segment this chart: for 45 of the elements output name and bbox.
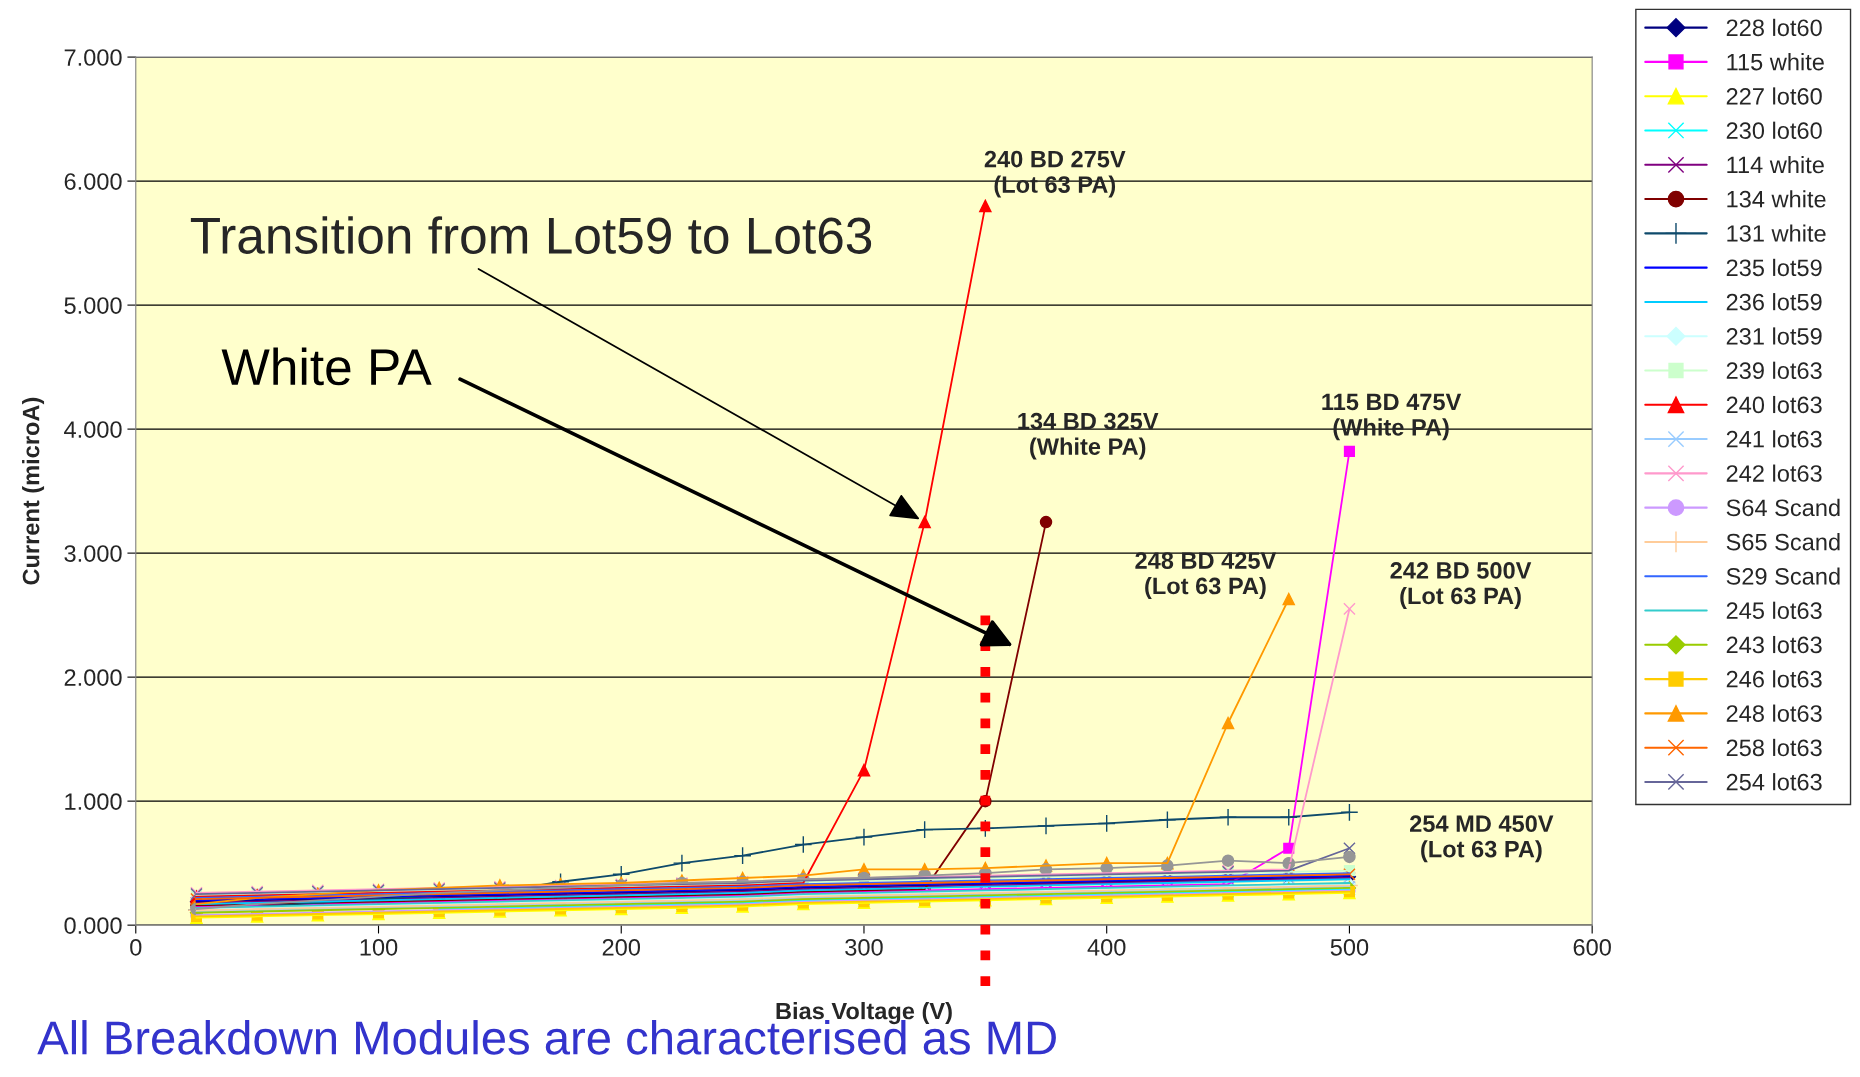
legend-label: 240 lot63	[1726, 395, 1822, 414]
legend-label: 248 lot63	[1726, 704, 1822, 722]
x-tick-label: 200	[602, 938, 641, 956]
annotation: Transition from Lot59 to Lot63	[190, 216, 872, 254]
annotation: 254 MD 450V (Lot 63 PA)	[1410, 815, 1554, 863]
annotation: 242 BD 500V (Lot 63 PA)	[1390, 562, 1532, 609]
y-tick-label: 2.000	[64, 669, 122, 686]
y-tick-label: 5.000	[64, 297, 122, 314]
annotation: White PA	[221, 347, 432, 386]
x-tick-label: 400	[1087, 938, 1126, 956]
legend-label: S29 Scand	[1726, 567, 1840, 585]
y-tick-label: 1.000	[65, 793, 122, 810]
legend-label: 114 white	[1727, 155, 1824, 174]
y-tick-label: 3.000	[64, 545, 122, 562]
legend-label: 258 lot63	[1726, 738, 1822, 757]
legend-label: 115 white	[1727, 53, 1824, 71]
legend-label: 134 white	[1727, 190, 1826, 208]
legend-label: 228 lot60	[1726, 18, 1822, 37]
x-tick-label: 600	[1573, 938, 1611, 956]
legend-label: 235 lot59	[1726, 258, 1822, 277]
y-tick-label: 4.000	[64, 421, 122, 438]
y-tick-label: 6.000	[64, 173, 122, 190]
x-tick-label: 500	[1330, 938, 1369, 956]
legend-label: 246 lot63	[1726, 670, 1822, 688]
legend-label: 245 lot63	[1726, 601, 1822, 620]
legend-label: 230 lot60	[1726, 121, 1822, 139]
legend-label: S65 Scand	[1726, 533, 1840, 551]
legend-label: 236 lot59	[1726, 293, 1822, 311]
legend-label: S64 Scand	[1726, 498, 1840, 517]
annotation: 248 BD 425V (Lot 63 PA)	[1135, 552, 1277, 599]
legend-label: 131 white	[1727, 224, 1826, 242]
legend-label: 227 lot60	[1726, 87, 1822, 105]
x-tick-label: 100	[360, 938, 398, 956]
legend-label: 231 lot59	[1726, 327, 1822, 345]
legend-label: 239 lot63	[1726, 361, 1822, 379]
y-axis-title: Current (microA)	[22, 397, 45, 585]
legend-label: 241 lot63	[1726, 430, 1822, 448]
legend-label: 254 lot63	[1726, 773, 1822, 791]
legend-label: 243 lot63	[1726, 635, 1822, 654]
annotation: 134 BD 325V (White PA)	[1018, 412, 1159, 460]
x-tick-label: 0	[130, 938, 142, 956]
x-tick-label: 300	[845, 938, 883, 956]
y-tick-label: 7.000	[64, 49, 122, 66]
legend-label: 242 lot63	[1726, 464, 1822, 482]
y-tick-label: 0.000	[64, 917, 122, 934]
